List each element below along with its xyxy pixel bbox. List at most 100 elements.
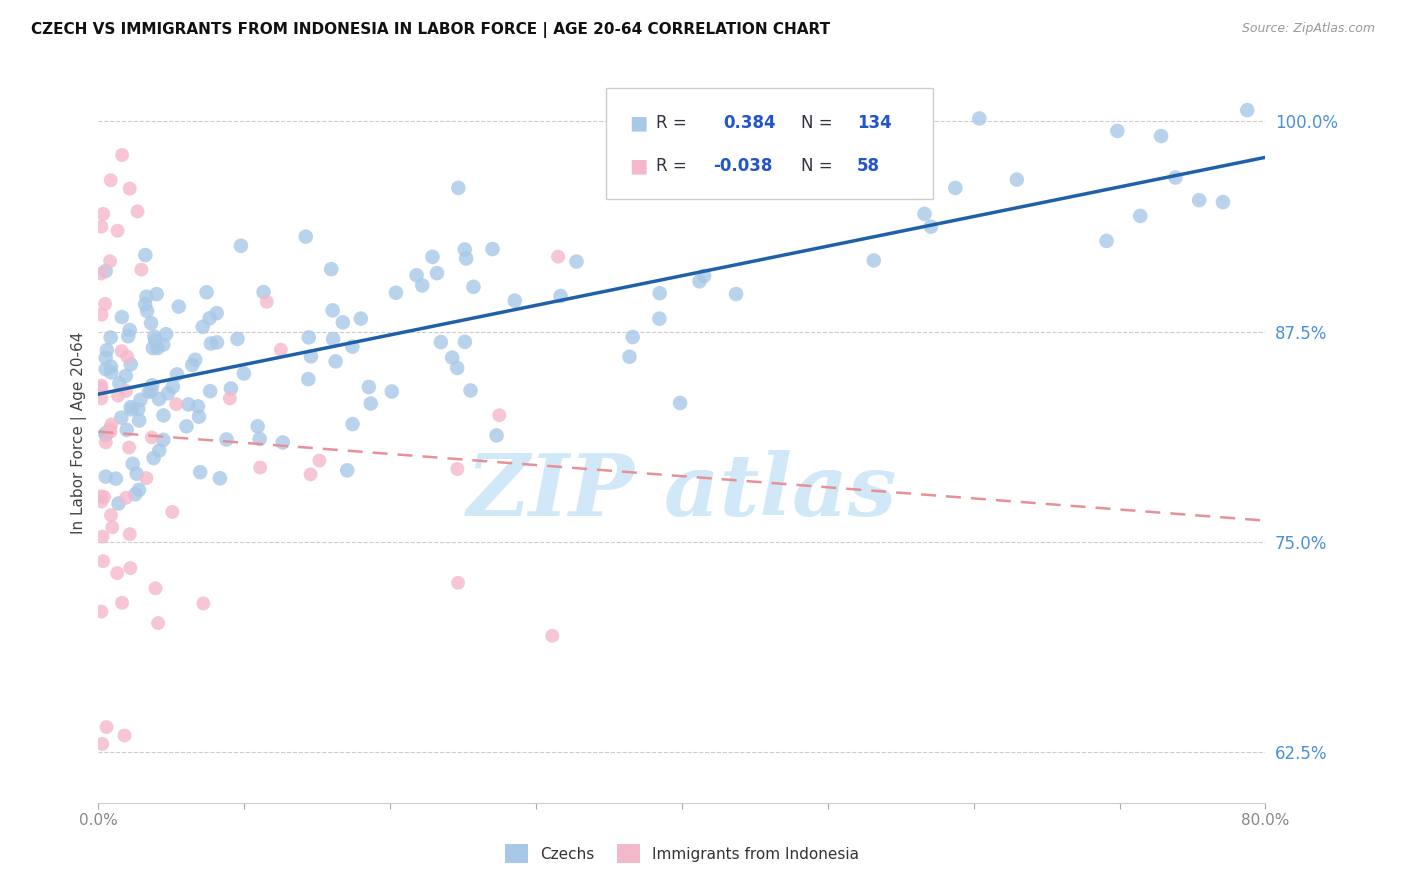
Point [145,287,167,301]
Point [381,384,404,399]
Point [121,457,143,471]
Point [252,285,274,299]
Point [198,384,221,399]
Point [100,366,122,380]
Point [100,330,122,344]
Point [167,300,190,314]
Point [541,629,564,643]
Point [98,254,121,268]
Point [299,467,322,482]
Point [100,417,122,432]
Point [215,433,238,447]
Point [141,378,163,392]
Point [162,505,184,519]
Point [135,471,157,485]
Point [342,340,364,354]
Point [446,361,468,376]
Point [107,496,129,510]
Point [229,238,252,252]
Point [1107,124,1129,138]
Point [249,460,271,475]
Point [332,315,354,329]
Point [454,243,477,257]
Point [648,286,671,301]
Point [142,451,165,466]
Point [298,330,321,344]
Text: N =: N = [801,114,832,132]
Point [481,242,503,256]
Point [688,274,710,288]
Point [120,357,142,371]
Point [100,173,122,187]
Point [621,330,644,344]
Point [90,308,112,322]
Point [146,615,169,630]
Point [146,341,169,355]
Point [128,483,150,497]
Text: ■: ■ [630,157,648,176]
Point [447,575,470,590]
Text: -0.038: -0.038 [713,157,773,175]
Point [441,351,464,365]
Point [90,219,112,234]
Point [219,382,242,396]
Point [117,350,139,364]
Point [93,490,115,504]
Point [249,432,271,446]
Point [120,400,142,414]
Point [430,334,453,349]
Point [1005,172,1028,186]
Point [969,112,991,126]
Legend: Czechs, Immigrants from Indonesia: Czechs, Immigrants from Indonesia [499,838,865,869]
Point [117,329,139,343]
Point [148,443,170,458]
Point [342,417,364,431]
Point [115,423,138,437]
Point [134,297,156,311]
Point [177,397,200,411]
Point [669,396,692,410]
Point [91,554,114,568]
Point [96,343,118,358]
Point [124,487,146,501]
Point [98,422,121,436]
Point [193,596,215,610]
Point [138,384,160,399]
Point [485,428,508,442]
Point [226,332,249,346]
Point [145,582,167,596]
Point [565,254,588,268]
Text: R =: R = [657,157,688,175]
Point [94,297,117,311]
Point [141,430,163,444]
Point [111,344,134,359]
Point [385,285,408,300]
Point [336,463,359,477]
Point [187,400,209,414]
Point [488,408,510,422]
Point [1150,129,1173,144]
Point [184,352,207,367]
Point [454,334,477,349]
Text: 58: 58 [858,157,880,175]
Point [725,287,748,301]
Point [111,310,134,324]
Point [200,336,222,351]
Y-axis label: In Labor Force | Age 20-64: In Labor Force | Age 20-64 [72,332,87,533]
Point [188,465,211,479]
Point [128,413,150,427]
Point [142,341,165,355]
Point [127,204,149,219]
Point [118,527,141,541]
Point [96,720,118,734]
Point [456,252,478,266]
Point [90,392,112,406]
Point [91,207,114,221]
Point [308,453,330,467]
Point [198,311,221,326]
Point [550,289,572,303]
Point [90,267,112,281]
Point [115,384,138,398]
Point [405,268,427,283]
Point [322,303,344,318]
